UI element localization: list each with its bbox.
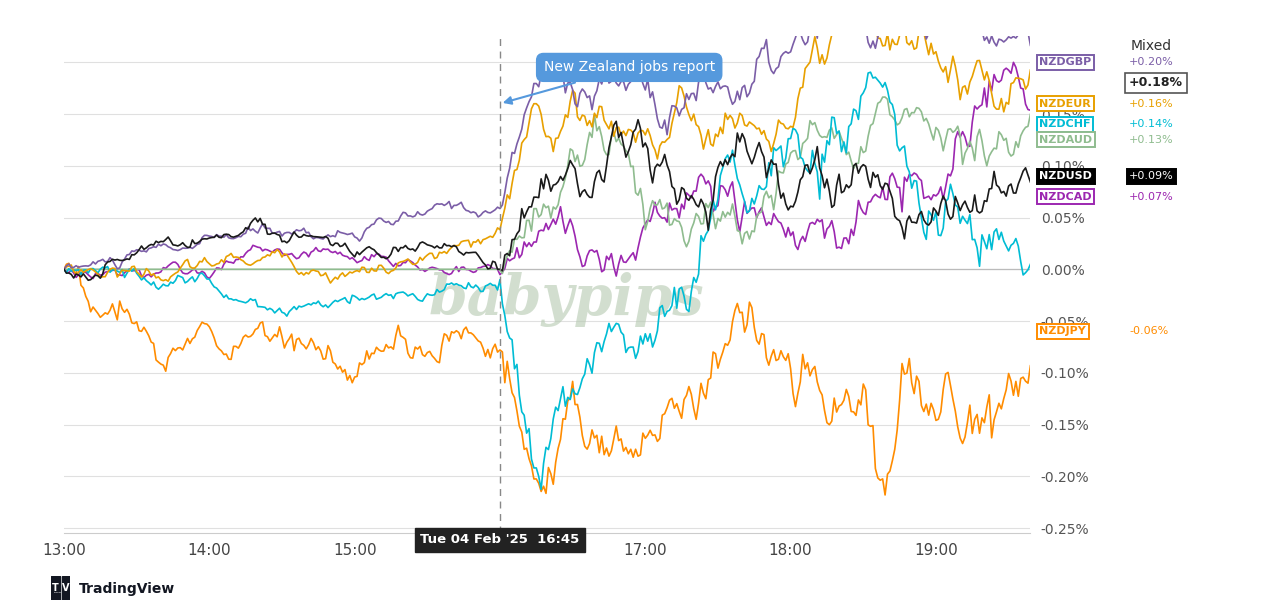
Polygon shape bbox=[51, 576, 60, 600]
Text: New Zealand jobs report: New Zealand jobs report bbox=[504, 61, 714, 104]
Text: +0.07%: +0.07% bbox=[1129, 192, 1174, 202]
Text: NZDCAD: NZDCAD bbox=[1039, 192, 1092, 202]
Text: NZDJPY: NZDJPY bbox=[1039, 327, 1087, 336]
Text: V: V bbox=[63, 583, 70, 593]
Text: -0.06%: -0.06% bbox=[1129, 327, 1169, 336]
Text: babypips: babypips bbox=[429, 272, 704, 327]
Text: tradingview: tradingview bbox=[54, 591, 61, 593]
Text: Mixed: Mixed bbox=[1130, 39, 1171, 53]
Text: Tue 04 Feb '25  16:45: Tue 04 Feb '25 16:45 bbox=[420, 533, 580, 546]
Text: NZDUSD: NZDUSD bbox=[1039, 171, 1092, 181]
Text: +0.14%: +0.14% bbox=[1129, 119, 1174, 129]
Text: +0.20%: +0.20% bbox=[1129, 57, 1174, 67]
Text: T: T bbox=[52, 583, 59, 593]
Text: +0.09%: +0.09% bbox=[1129, 171, 1174, 181]
Text: +0.13%: +0.13% bbox=[1129, 135, 1174, 145]
Text: NZDEUR: NZDEUR bbox=[1039, 99, 1091, 108]
Text: NZDCHF: NZDCHF bbox=[1039, 119, 1091, 129]
Polygon shape bbox=[61, 576, 70, 600]
Text: TradingView: TradingView bbox=[79, 582, 175, 596]
Text: +0.16%: +0.16% bbox=[1129, 99, 1174, 108]
Text: +0.18%: +0.18% bbox=[1129, 76, 1183, 90]
Text: NZDAUD: NZDAUD bbox=[1039, 135, 1093, 145]
Text: NZDGBP: NZDGBP bbox=[1039, 57, 1092, 67]
